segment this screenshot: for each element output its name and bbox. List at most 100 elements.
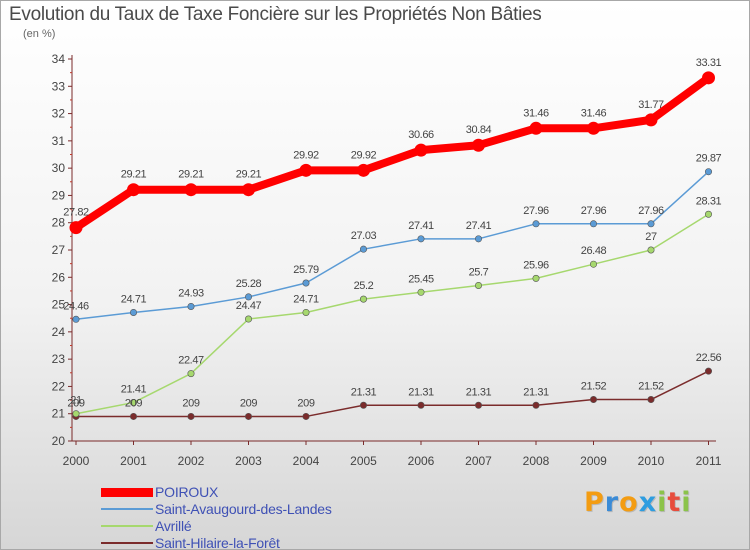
data-point	[647, 220, 655, 228]
y-tick-label: 27	[52, 243, 66, 257]
data-label: 21	[70, 395, 82, 407]
data-label: 209	[240, 397, 257, 409]
data-point	[242, 183, 255, 197]
y-tick-label: 23	[52, 352, 66, 366]
data-point	[414, 143, 428, 157]
data-label: 25.79	[293, 264, 319, 276]
series-line-1	[75, 170, 710, 321]
data-label: 27.96	[581, 205, 607, 217]
data-point	[529, 121, 543, 135]
data-label: 209	[182, 397, 199, 409]
legend-label: Saint-Hilaire-la-Forêt	[155, 535, 280, 550]
data-point	[357, 163, 370, 177]
y-tick-label: 32	[52, 107, 66, 121]
data-point	[532, 274, 540, 282]
x-tick-label: 2001	[120, 454, 147, 468]
data-label: 27.82	[63, 207, 89, 219]
data-label: 21.31	[408, 386, 434, 398]
data-label: 33.31	[696, 57, 722, 69]
data-point	[704, 168, 712, 176]
data-label: 22.56	[696, 352, 722, 364]
data-point	[474, 401, 482, 409]
x-tick-label: 2003	[235, 454, 262, 468]
data-point	[704, 210, 712, 218]
data-label: 29.21	[121, 169, 147, 181]
data-point	[644, 113, 658, 127]
data-label: 25.45	[408, 273, 434, 285]
data-label: 25.7	[469, 266, 489, 278]
data-label: 21.31	[466, 386, 492, 398]
data-label: 24.47	[236, 300, 262, 312]
data-label: 21.41	[121, 384, 147, 396]
data-label: 209	[125, 397, 142, 409]
data-point	[72, 315, 80, 323]
data-label: 27.96	[523, 205, 549, 217]
legend-label: Avrillé	[155, 518, 192, 534]
logo-letter: i	[657, 487, 668, 518]
data-label: 27.41	[466, 220, 492, 232]
proxiti-logo: Proxiti	[584, 487, 692, 518]
data-point	[130, 412, 138, 420]
data-label: 25.96	[523, 259, 549, 271]
data-point	[130, 399, 138, 407]
y-tick-label: 29	[52, 188, 66, 202]
data-point	[472, 138, 485, 152]
data-label: 31.46	[581, 107, 607, 119]
data-point	[302, 308, 310, 316]
data-point	[299, 163, 313, 177]
chart-title: Evolution du Taux de Taxe Foncière sur l…	[9, 4, 542, 25]
data-point	[187, 370, 195, 378]
data-point	[130, 308, 138, 316]
data-point	[474, 235, 482, 243]
data-label: 27.03	[351, 230, 377, 242]
data-label: 29.87	[696, 153, 722, 165]
legend-swatch	[101, 487, 153, 497]
series-line-0	[72, 73, 713, 232]
data-point	[474, 281, 482, 289]
series-line-3	[75, 370, 710, 418]
data-point	[359, 295, 367, 303]
legend-label: POIROUX	[155, 484, 219, 500]
data-label: 22.47	[178, 355, 204, 367]
data-point	[532, 220, 540, 228]
data-label: 25.28	[236, 278, 262, 290]
logo-letter: o	[619, 487, 639, 518]
data-label: 31.77	[638, 99, 664, 111]
data-point	[417, 235, 425, 243]
data-label: 25.2	[354, 280, 374, 292]
data-point	[589, 220, 597, 228]
y-tick-label: 22	[52, 379, 66, 393]
data-label: 24.71	[121, 293, 147, 305]
x-tick-label: 2011	[696, 454, 722, 468]
data-point	[184, 183, 198, 197]
data-label: 28.31	[696, 195, 722, 207]
y-tick-label: 26	[52, 270, 66, 284]
y-axis-unit-label: (en %)	[23, 28, 56, 40]
y-tick-label: 30	[52, 161, 66, 175]
data-point	[417, 401, 425, 409]
data-point	[647, 396, 655, 404]
data-point	[589, 396, 597, 404]
data-point	[302, 279, 310, 287]
data-point	[302, 412, 310, 420]
legend-swatch	[101, 542, 153, 544]
series-line-2	[75, 213, 710, 415]
x-tick-label: 2004	[293, 454, 320, 468]
y-tick-label: 20	[52, 434, 66, 448]
logo-letter: i	[681, 487, 692, 518]
data-point	[245, 293, 253, 301]
y-tick-label: 21	[52, 407, 66, 421]
x-tick-label: 2000	[63, 454, 90, 468]
data-point	[647, 246, 655, 254]
x-tick-label: 2007	[465, 454, 492, 468]
x-tick-label: 2005	[350, 454, 377, 468]
legend-label: Saint-Avaugourd-des-Landes	[155, 501, 332, 517]
data-label: 29.92	[351, 149, 377, 161]
data-label: 29.92	[293, 149, 319, 161]
y-tick-label: 31	[52, 134, 66, 148]
data-point	[69, 221, 83, 235]
data-label: 24.46	[63, 300, 89, 312]
data-point	[187, 302, 195, 310]
data-point	[72, 410, 80, 418]
